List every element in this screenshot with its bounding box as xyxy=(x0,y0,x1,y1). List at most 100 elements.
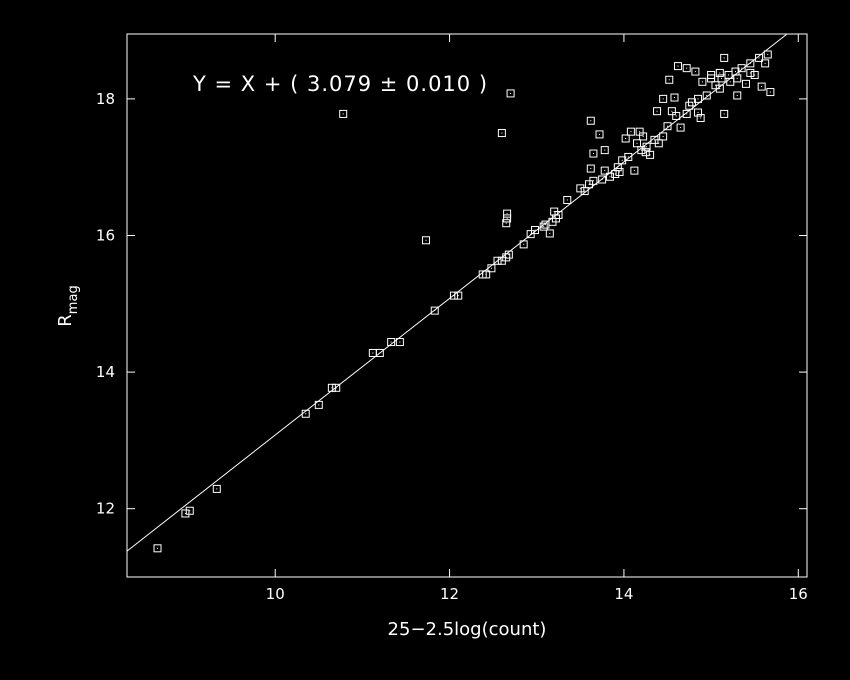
data-point-center xyxy=(588,183,590,185)
data-point xyxy=(667,107,676,116)
data-point-center xyxy=(523,243,525,245)
data-point-center xyxy=(485,273,487,275)
data-point-center xyxy=(633,170,635,172)
y-axis-label-sub: mag xyxy=(66,285,81,314)
data-point-center xyxy=(505,256,507,258)
data-point-center xyxy=(331,387,333,389)
data-point xyxy=(755,53,764,62)
data-point xyxy=(630,166,639,175)
data-point-center xyxy=(767,53,769,55)
data-point xyxy=(550,207,559,216)
data-point-center xyxy=(490,267,492,269)
data-point-center xyxy=(662,98,664,100)
data-point-center xyxy=(697,112,699,114)
data-point xyxy=(746,68,755,77)
data-point-center xyxy=(736,94,738,96)
data-point-center xyxy=(658,142,660,144)
data-point xyxy=(332,383,341,392)
data-point-center xyxy=(706,94,708,96)
data-point xyxy=(600,166,609,175)
data-point-center xyxy=(434,310,436,312)
data-point xyxy=(615,167,624,176)
data-point-center xyxy=(694,71,696,73)
y-tick-label: 16 xyxy=(96,226,115,244)
data-point xyxy=(327,383,336,392)
data-point-center xyxy=(758,57,760,59)
data-point xyxy=(482,270,491,279)
data-point xyxy=(539,222,548,231)
data-point xyxy=(502,253,511,262)
data-point-center xyxy=(599,133,601,135)
data-point xyxy=(733,91,742,100)
data-point xyxy=(526,230,535,239)
data-point xyxy=(395,338,404,347)
data-point-center xyxy=(621,159,623,161)
data-point-center xyxy=(425,239,427,241)
plot-frame xyxy=(126,33,808,578)
data-point-center xyxy=(728,74,730,76)
data-points xyxy=(153,50,775,553)
data-point-center xyxy=(609,176,611,178)
data-point-center xyxy=(305,413,307,415)
data-point-center xyxy=(553,211,555,213)
data-point xyxy=(715,84,724,93)
data-point xyxy=(698,77,707,86)
data-point xyxy=(741,79,750,88)
data-point-center xyxy=(701,81,703,83)
data-point xyxy=(449,291,458,300)
data-point xyxy=(589,149,598,158)
data-point-center xyxy=(566,199,568,201)
y-tick-label: 12 xyxy=(96,500,115,518)
data-point-center xyxy=(723,113,725,115)
data-point-center xyxy=(667,125,669,127)
data-point-center xyxy=(506,217,508,219)
data-point-center xyxy=(668,79,670,81)
data-point-center xyxy=(510,92,512,94)
data-point xyxy=(586,116,595,125)
data-point xyxy=(519,240,528,249)
data-point xyxy=(766,88,775,97)
data-point-center xyxy=(534,229,536,231)
data-point-center xyxy=(390,341,392,343)
data-point xyxy=(642,142,651,151)
data-point-center xyxy=(184,512,186,514)
data-point xyxy=(339,109,348,118)
data-point-center xyxy=(764,62,766,64)
data-point xyxy=(733,74,742,83)
data-point xyxy=(613,163,622,172)
data-point xyxy=(673,62,682,71)
axis-ticks xyxy=(127,34,807,577)
data-point xyxy=(497,129,506,138)
data-point-center xyxy=(642,135,644,137)
data-point-center xyxy=(506,213,508,215)
y-tick-label: 14 xyxy=(96,363,115,381)
data-point xyxy=(691,67,700,76)
data-point-center xyxy=(639,131,641,133)
data-point xyxy=(626,127,635,136)
data-point-center xyxy=(671,110,673,112)
data-point xyxy=(503,209,512,218)
data-point-center xyxy=(735,71,737,73)
data-point xyxy=(720,53,729,62)
data-point xyxy=(646,150,655,159)
data-point-center xyxy=(558,214,560,216)
data-point xyxy=(696,114,705,123)
data-point xyxy=(670,93,679,102)
data-point xyxy=(665,75,674,84)
data-point-center xyxy=(749,72,751,74)
data-point-center xyxy=(617,166,619,168)
data-point-center xyxy=(592,180,594,182)
data-point-center xyxy=(584,190,586,192)
data-point xyxy=(663,122,672,131)
data-point-center xyxy=(505,222,507,224)
x-tick-label: 12 xyxy=(440,585,459,603)
data-point xyxy=(598,175,607,184)
data-point-center xyxy=(590,168,592,170)
data-point xyxy=(659,94,668,103)
data-point-center xyxy=(680,127,682,129)
data-point xyxy=(586,164,595,173)
data-point xyxy=(633,139,641,148)
data-point-center xyxy=(688,105,690,107)
data-point xyxy=(600,146,609,155)
